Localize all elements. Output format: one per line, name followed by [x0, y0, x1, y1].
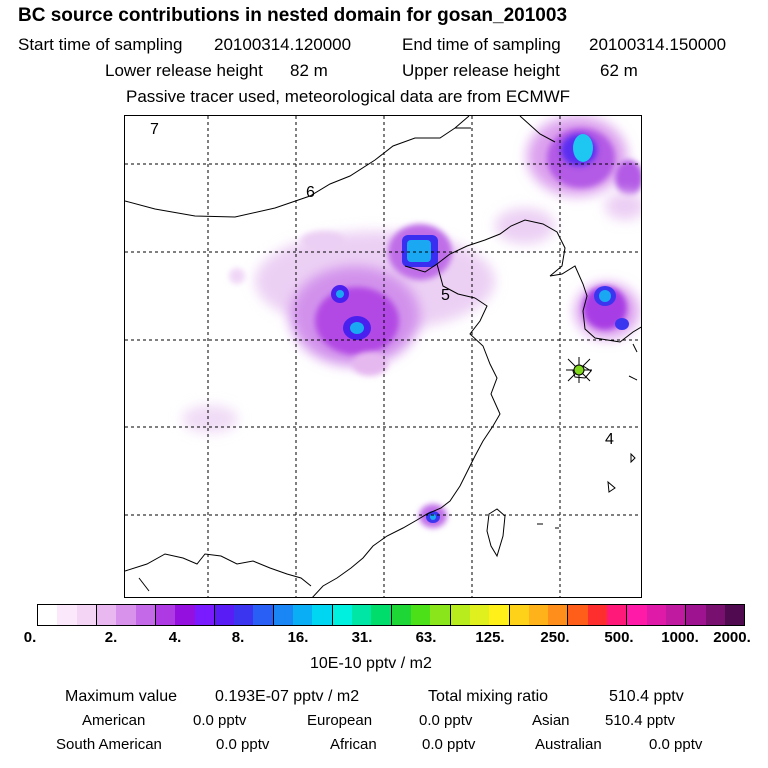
color-scale-segment	[626, 605, 647, 625]
color-scale-segment	[352, 605, 372, 625]
source-name-australian: Australian	[535, 736, 602, 753]
source-name-asian: Asian	[532, 712, 570, 729]
lower-height-label: Lower release height	[105, 61, 263, 80]
scale-tick-label: 31.	[351, 629, 373, 646]
tracer-note: Passive tracer used, meteorological data…	[126, 87, 571, 106]
start-time-label: Start time of sampling	[18, 35, 183, 54]
receptor-star-icon	[566, 357, 592, 383]
source-value-african: 0.0 pptv	[422, 736, 476, 753]
scale-tick-label: 63.	[415, 629, 437, 646]
color-scale-segment	[371, 605, 391, 625]
plume-korea	[575, 283, 639, 339]
color-scale-segment	[508, 605, 529, 625]
max-value: 0.193E-07 pptv / m2	[215, 688, 360, 705]
scale-tick-label: 250.	[540, 629, 570, 646]
source-name-american: American	[82, 712, 146, 729]
color-scale-segment	[95, 605, 117, 625]
color-scale-segment	[293, 605, 313, 625]
source-value-european: 0.0 pptv	[419, 712, 473, 729]
end-time-value: 20100314.150000	[589, 35, 727, 54]
color-scale-segment	[76, 605, 96, 625]
plume-north	[301, 231, 345, 251]
source-name-african: African	[330, 736, 377, 753]
scale-tick-label: 0.	[23, 629, 37, 646]
color-scale-segment	[567, 605, 588, 625]
source-name-european: European	[307, 712, 373, 729]
color-scale-segment	[548, 605, 568, 625]
color-scale-segment	[587, 605, 608, 625]
color-scale-segment	[135, 605, 155, 625]
color-scale-segment	[646, 605, 666, 625]
scale-tick-label: 16.	[287, 629, 309, 646]
source-name-south-american: South American	[56, 736, 162, 753]
color-scale-segment	[213, 605, 235, 625]
color-scale-segment	[449, 605, 470, 625]
color-scale-segment	[724, 605, 745, 625]
color-scale-segment	[38, 605, 58, 625]
color-scale-segment	[685, 605, 706, 625]
upper-height-label: Upper release height	[402, 61, 560, 80]
total-mixing-value: 510.4 pptv	[609, 688, 684, 705]
region-label-5: 5	[441, 287, 450, 304]
graticule	[125, 116, 641, 597]
scale-tick-label: 1000.	[661, 629, 699, 646]
scale-tick-label: 2000.	[713, 629, 751, 646]
color-scale-segment	[253, 605, 273, 625]
color-scale-segment	[469, 605, 490, 625]
color-scale-segment	[331, 605, 352, 625]
color-scale-segment	[410, 605, 431, 625]
plume-west	[229, 268, 245, 284]
region-label-7: 7	[150, 121, 159, 138]
source-value-australian: 0.0 pptv	[649, 736, 703, 753]
color-scale-segment	[390, 605, 411, 625]
plume-northeast	[527, 116, 641, 220]
scale-tick-label: 4.	[168, 629, 182, 646]
color-scale-bar	[37, 604, 745, 626]
coastlines	[125, 116, 641, 597]
scale-tick-label: 8.	[231, 629, 245, 646]
end-time-label: End time of sampling	[402, 35, 561, 54]
color-scale-segment	[116, 605, 136, 625]
total-mixing-label: Total mixing ratio	[428, 688, 549, 705]
color-scale-segment	[528, 605, 549, 625]
source-value-south-american: 0.0 pptv	[216, 736, 270, 753]
color-scale-segment	[607, 605, 627, 625]
source-value-american: 0.0 pptv	[193, 712, 247, 729]
color-scale-segment	[234, 605, 254, 625]
lower-height-value: 82 m	[290, 61, 328, 80]
color-scale-segment	[312, 605, 332, 625]
plume-central	[290, 266, 420, 376]
color-scale-segment	[154, 605, 176, 625]
source-value-asian: 510.4 pptv	[605, 712, 676, 729]
scale-tick-label: 500.	[604, 629, 634, 646]
color-scale-segment	[175, 605, 195, 625]
region-label-6: 6	[306, 184, 315, 201]
map-panel: 7 6 5 4	[124, 115, 642, 598]
scale-tick-label: 125.	[475, 629, 505, 646]
color-scale-segment	[272, 605, 294, 625]
scale-unit: 10E-10 pptv / m2	[310, 655, 432, 672]
plume-southwest	[182, 405, 238, 433]
color-scale-segment	[489, 605, 509, 625]
plume-layer	[182, 116, 641, 528]
region-label-4: 4	[605, 431, 614, 448]
color-scale-segment	[430, 605, 450, 625]
start-time-value: 20100314.120000	[214, 35, 352, 54]
color-scale-segment	[57, 605, 77, 625]
map-canvas: 7 6 5 4	[125, 116, 641, 597]
color-scale-segment	[666, 605, 686, 625]
max-value-label: Maximum value	[65, 688, 178, 705]
map-title: BC source contributions in nested domain…	[18, 5, 568, 26]
upper-height-value: 62 m	[600, 61, 638, 80]
scale-tick-label: 2.	[104, 629, 118, 646]
color-scale-segment	[194, 605, 214, 625]
color-scale-segment	[705, 605, 725, 625]
